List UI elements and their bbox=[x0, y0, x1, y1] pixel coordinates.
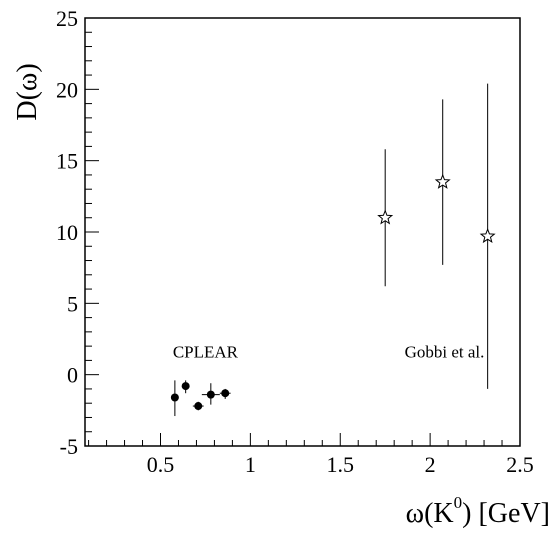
x-tick-label: 1 bbox=[245, 452, 256, 477]
x-axis-title-main: ω(K bbox=[406, 498, 454, 529]
y-tick-label: 15 bbox=[56, 149, 78, 174]
tick-labels: 0.5 1 1.5 2 2.5 -5 0 5 10 15 20 25 bbox=[56, 6, 534, 477]
data-point-gobbi bbox=[377, 209, 394, 225]
data-point-cplear bbox=[181, 382, 190, 391]
x-axis-title: ω(K0) [GeV] bbox=[406, 493, 550, 529]
y-tick-label: 25 bbox=[56, 6, 78, 31]
annotation-label: Gobbi et al. bbox=[405, 343, 485, 362]
data-points bbox=[170, 173, 496, 411]
data-point-gobbi bbox=[479, 227, 496, 244]
x-tick-label: 1.5 bbox=[326, 452, 354, 477]
y-axis-title: D(ω) bbox=[12, 63, 43, 120]
y-tick-label: -5 bbox=[60, 434, 78, 459]
x-tick-label: 0.5 bbox=[147, 452, 175, 477]
y-tick-label: 0 bbox=[67, 363, 78, 388]
x-axis-title-unit: ) [GeV] bbox=[462, 498, 550, 529]
data-point-gobbi bbox=[434, 173, 451, 189]
x-axis-title-sup: 0 bbox=[454, 493, 463, 512]
data-point-cplear bbox=[206, 390, 215, 399]
data-point-cplear bbox=[194, 402, 203, 411]
data-point-cplear bbox=[221, 389, 230, 398]
y-tick-label: 20 bbox=[56, 77, 78, 102]
data-point-cplear bbox=[170, 393, 179, 402]
annotations: CPLEAR Gobbi et al. bbox=[173, 343, 485, 362]
error-bars bbox=[174, 83, 489, 417]
annotation-label: CPLEAR bbox=[173, 343, 239, 362]
y-tick-label: 5 bbox=[67, 291, 78, 316]
x-tick-label: 2 bbox=[425, 452, 436, 477]
axis-ticks bbox=[85, 17, 521, 447]
plot-frame bbox=[84, 17, 521, 447]
x-tick-label: 2.5 bbox=[506, 452, 534, 477]
y-tick-label: 10 bbox=[56, 220, 78, 245]
